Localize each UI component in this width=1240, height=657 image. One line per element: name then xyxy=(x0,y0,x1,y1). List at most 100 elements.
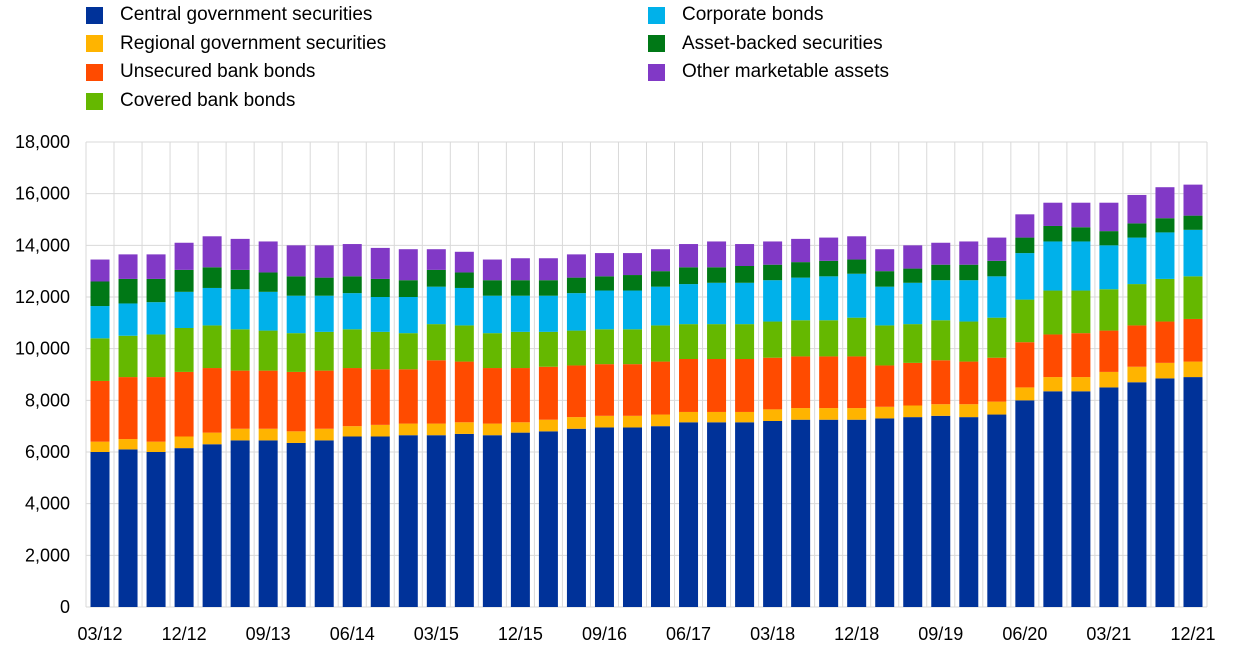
y-tick-label: 6,000 xyxy=(25,442,70,462)
bar-segment xyxy=(510,258,530,281)
bar-segment xyxy=(959,280,979,322)
bar-segment xyxy=(482,435,502,607)
bar-segment xyxy=(258,370,278,429)
bar-segment xyxy=(735,324,755,359)
legend: Central government securities Regional go… xyxy=(86,3,1086,123)
bar-segment xyxy=(258,241,278,273)
bar-segment xyxy=(202,444,222,607)
bar-segment xyxy=(258,330,278,371)
bar-segment xyxy=(1155,187,1175,219)
bar-segment xyxy=(286,371,306,432)
bar-segment xyxy=(763,280,783,322)
bar-segment xyxy=(847,356,867,409)
bar-segment xyxy=(763,357,783,410)
bar-segment xyxy=(987,317,1007,358)
legend-swatch xyxy=(648,63,665,81)
bar-segment xyxy=(230,370,250,429)
bar-segment xyxy=(707,324,727,359)
bar-segment xyxy=(286,276,306,296)
bar-segment xyxy=(454,433,474,607)
bar-segment xyxy=(735,411,755,423)
bar-segment xyxy=(594,253,614,277)
bar-segment xyxy=(174,436,194,449)
legend-item: Regional government securities xyxy=(86,32,386,56)
bar-segment xyxy=(903,282,923,325)
bar-segment xyxy=(342,244,362,277)
bar-segment xyxy=(679,284,699,325)
bar-segment xyxy=(594,329,614,365)
bar-segment xyxy=(1099,330,1119,372)
bar-segment xyxy=(230,269,250,290)
bar-segment xyxy=(819,408,839,420)
bar-segment xyxy=(202,236,222,268)
bar-segment xyxy=(510,432,530,607)
y-tick-label: 4,000 xyxy=(25,494,70,514)
bar-segment xyxy=(903,405,923,418)
y-tick-label: 18,000 xyxy=(15,132,70,152)
bar-segment xyxy=(987,414,1007,607)
bar-segment xyxy=(1043,290,1063,335)
bar-segment xyxy=(566,365,586,418)
bar-segment xyxy=(987,401,1007,415)
bar-segment xyxy=(510,295,530,332)
bar-segment xyxy=(426,360,446,424)
bar-segment xyxy=(314,428,334,441)
bar-segment xyxy=(90,306,110,339)
bar-segment xyxy=(202,287,222,326)
bar-segment xyxy=(791,277,811,321)
bar-segment xyxy=(566,417,586,429)
bar-segment xyxy=(1127,223,1147,238)
bar-segment xyxy=(1071,290,1091,334)
bar-segment xyxy=(735,282,755,325)
bar-segment xyxy=(370,424,390,437)
bar-segment xyxy=(959,361,979,405)
legend-item: Other marketable assets xyxy=(648,60,889,84)
bar-segment xyxy=(1127,382,1147,607)
bar-segment xyxy=(1155,278,1175,322)
bar-segment xyxy=(1183,229,1203,277)
bar-segment xyxy=(230,428,250,441)
bar-segment xyxy=(146,278,166,303)
bar-segment xyxy=(146,254,166,279)
x-tick-label: 03/12 xyxy=(77,624,122,644)
bar-segment xyxy=(426,423,446,436)
bar-segment xyxy=(1015,237,1035,254)
bar-segment xyxy=(370,436,390,607)
bar-segment xyxy=(538,331,558,367)
bar-segment xyxy=(370,297,390,332)
bar-segment xyxy=(791,320,811,357)
legend-swatch xyxy=(86,63,103,81)
bar-segment xyxy=(875,418,895,607)
bar-segment xyxy=(959,404,979,418)
x-tick-label: 03/15 xyxy=(414,624,459,644)
bar-segment xyxy=(566,330,586,366)
bar-segment xyxy=(819,356,839,409)
bar-segment xyxy=(847,408,867,420)
x-tick-label: 12/21 xyxy=(1170,624,1215,644)
bar-segment xyxy=(202,432,222,445)
bar-segment xyxy=(847,259,867,274)
bar-segment xyxy=(735,244,755,266)
bar-segment xyxy=(118,377,138,440)
bar-segment xyxy=(622,427,642,607)
bar-segment xyxy=(1071,202,1091,228)
bar-segment xyxy=(566,254,586,278)
bar-segment xyxy=(230,329,250,371)
bar-segment xyxy=(538,419,558,432)
bar-segment xyxy=(903,362,923,406)
bar-segment xyxy=(987,237,1007,261)
bar-segment xyxy=(230,289,250,330)
bar-segment xyxy=(342,436,362,607)
bar-segment xyxy=(651,361,671,415)
legend-label: Asset-backed securities xyxy=(682,32,883,54)
bar-segment xyxy=(286,245,306,277)
bar-segment xyxy=(398,249,418,281)
bar-segment xyxy=(735,266,755,283)
bar-segment xyxy=(679,422,699,607)
bar-segment xyxy=(454,287,474,326)
bar-segment xyxy=(903,268,923,283)
bar-segment xyxy=(791,408,811,420)
bar-segment xyxy=(791,419,811,607)
bar-segment xyxy=(118,335,138,378)
bar-segment xyxy=(90,452,110,607)
